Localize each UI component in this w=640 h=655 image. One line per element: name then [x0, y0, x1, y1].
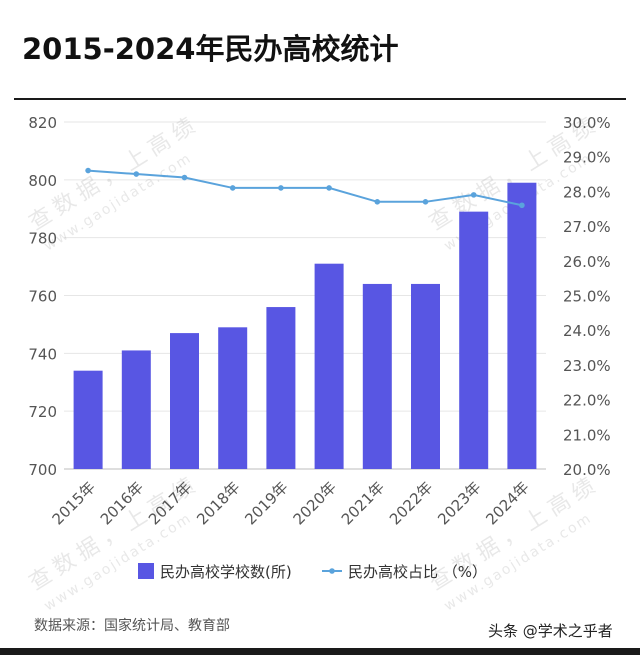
- line-point: [85, 167, 91, 174]
- line-series: [85, 167, 525, 209]
- x-tick-label: 2021年: [338, 478, 388, 528]
- left-y-axis: 700 720 740 760 780 800 820: [28, 114, 57, 479]
- title-divider: [14, 98, 626, 100]
- y2-tick-label: 20.0%: [563, 461, 611, 479]
- y-tick-label: 800: [28, 172, 57, 190]
- y-tick-label: 740: [28, 345, 57, 363]
- legend-line-marker: [329, 568, 335, 574]
- legend-bar-label: 民办高校学校数(所): [160, 563, 292, 581]
- line-point: [181, 174, 188, 181]
- line-point: [470, 192, 477, 198]
- bar: [459, 211, 489, 469]
- line-point: [278, 185, 284, 191]
- bar: [170, 333, 199, 469]
- y-tick-label: 780: [28, 230, 57, 248]
- x-tick-label: 2019年: [241, 478, 291, 528]
- y2-tick-label: 28.0%: [563, 183, 611, 201]
- line-point: [422, 199, 429, 205]
- y2-tick-label: 22.0%: [563, 392, 611, 410]
- bar: [314, 263, 344, 469]
- line-point: [374, 199, 381, 205]
- bar: [266, 307, 296, 469]
- bar: [218, 327, 248, 469]
- legend: 民办高校学校数(所) 民办高校占比 （%）: [138, 563, 487, 581]
- line-point: [229, 185, 236, 191]
- y-tick-label: 760: [28, 288, 57, 306]
- y-tick-label: 820: [28, 114, 57, 132]
- y2-tick-label: 24.0%: [563, 322, 611, 340]
- x-tick-label: 2020年: [290, 478, 340, 528]
- bar: [411, 283, 440, 469]
- legend-line-label: 民办高校占比 （%）: [348, 563, 487, 581]
- y2-tick-label: 30.0%: [563, 114, 611, 132]
- line-point: [133, 171, 140, 177]
- author-credit: 头条 @学术之乎者: [488, 622, 613, 640]
- line-path: [88, 169, 523, 207]
- right-y-axis: 20.0% 21.0% 22.0% 23.0% 24.0% 25.0% 26.0% 27.0%…: [563, 114, 611, 479]
- y-tick-label: 720: [28, 403, 57, 421]
- y2-tick-label: 27.0%: [563, 218, 611, 236]
- data-source-note: 数据来源：国家统计局、教育部: [34, 618, 230, 634]
- bar: [73, 370, 103, 469]
- page-title: 2015-2024年民办高校统计: [22, 32, 399, 66]
- x-tick-label: 2022年: [386, 478, 436, 528]
- y2-tick-label: 23.0%: [563, 357, 611, 375]
- bottom-border: [0, 648, 640, 655]
- bar: [362, 283, 392, 469]
- bar-series: [73, 182, 537, 469]
- y2-tick-label: 29.0%: [563, 149, 611, 167]
- line-point: [519, 202, 525, 209]
- y2-tick-label: 25.0%: [563, 288, 611, 306]
- x-tick-label: 2015年: [49, 478, 99, 528]
- x-tick-label: 2023年: [434, 478, 484, 528]
- line-point: [326, 185, 332, 191]
- legend-bar-swatch: [138, 563, 154, 579]
- y-tick-label: 700: [28, 461, 57, 479]
- y2-tick-label: 21.0%: [563, 426, 611, 444]
- bar: [507, 182, 537, 469]
- x-tick-label: 2018年: [193, 478, 243, 528]
- y2-tick-label: 26.0%: [563, 253, 611, 271]
- bar: [121, 350, 151, 469]
